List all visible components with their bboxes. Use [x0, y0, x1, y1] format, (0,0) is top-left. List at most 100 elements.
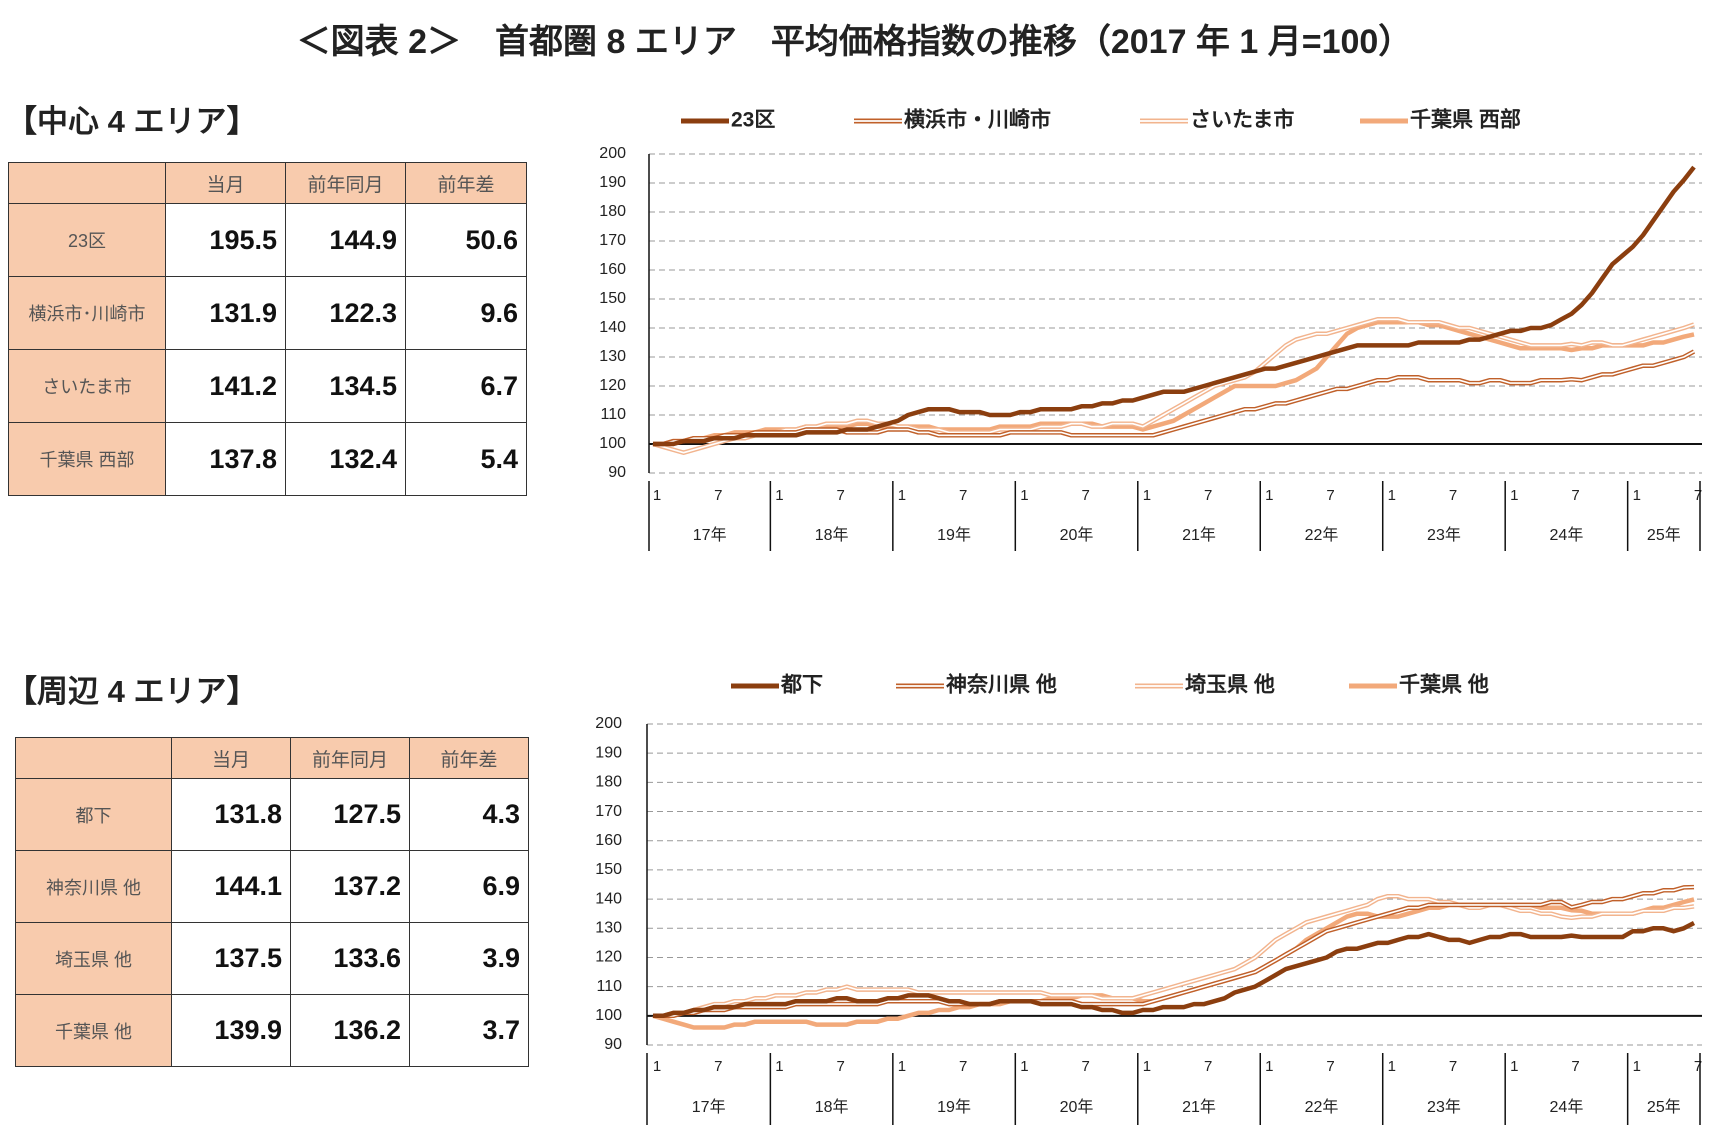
year-label: 18年: [815, 526, 849, 544]
y-tick-label: 110: [596, 978, 622, 995]
year-label: 18年: [815, 1098, 849, 1116]
x-tick-label: 1: [1633, 1058, 1641, 1075]
row-label: さいたま市: [8, 349, 166, 423]
series-line-inner: [652, 318, 1695, 454]
x-tick-label: 7: [1694, 487, 1702, 504]
data-table: 当月 前年同月 前年差 23区 195.5 144.9 50.6 横浜市･川崎市 131.9 12…: [8, 162, 527, 496]
y-tick-label: 160: [599, 261, 626, 278]
y-tick-label: 180: [599, 203, 626, 220]
y-tick-label: 90: [604, 1036, 622, 1053]
row-label: 都下: [15, 778, 172, 851]
y-tick-label: 110: [600, 406, 626, 423]
cell-value: 144.9: [285, 203, 406, 277]
table-row: 神奈川県 他 144.1 137.2 6.9: [15, 850, 529, 923]
section-heading: 【中心 4 エリア】: [6, 104, 258, 139]
header-cell: [8, 162, 166, 204]
row-label: 千葉県 西部: [8, 422, 166, 496]
x-tick-label: 7: [1081, 1058, 1089, 1075]
year-label: 24年: [1550, 1098, 1584, 1116]
x-tick-label: 1: [1143, 1058, 1151, 1075]
x-tick-label: 1: [1265, 1058, 1273, 1075]
year-label: 25年: [1647, 1098, 1681, 1116]
header-row: 当月 前年同月 前年差: [8, 162, 527, 204]
x-tick-label: 1: [1510, 1058, 1518, 1075]
x-tick-label: 7: [714, 487, 722, 504]
y-tick-label: 90: [608, 464, 626, 481]
year-label: 21年: [1182, 526, 1216, 544]
x-tick-label: 1: [1388, 1058, 1396, 1075]
year-label: 20年: [1060, 526, 1094, 544]
cell-value: 137.8: [165, 422, 286, 496]
series-line: [653, 893, 1695, 1019]
column-header: 前年差: [405, 162, 527, 204]
legend-label: 神奈川県 他: [946, 673, 1057, 697]
legend-label: さいたま市: [1190, 108, 1294, 132]
x-tick-label: 1: [1020, 487, 1028, 504]
cell-value: 6.9: [409, 850, 529, 923]
x-tick-label: 1: [898, 1058, 906, 1075]
x-tick-label: 1: [1633, 487, 1641, 504]
year-label: 19年: [937, 526, 971, 544]
cell-value: 9.6: [405, 276, 527, 350]
x-tick-label: 7: [1694, 1058, 1702, 1075]
y-tick-label: 140: [599, 319, 626, 336]
x-tick-label: 7: [714, 1058, 722, 1075]
cell-value: 131.8: [171, 778, 291, 851]
series-line: [653, 165, 1696, 447]
row-label: 神奈川県 他: [15, 850, 172, 923]
series-line-inner: [653, 886, 1695, 1017]
cell-value: 3.9: [409, 922, 529, 995]
series-line: [653, 884, 1695, 1019]
x-tick-label: 1: [653, 487, 661, 504]
y-tick-label: 150: [595, 861, 622, 878]
column-header: 当月: [171, 737, 291, 779]
table-row: 都下 131.8 127.5 4.3: [15, 778, 529, 851]
cell-value: 122.3: [285, 276, 406, 350]
y-tick-label: 130: [595, 919, 622, 936]
year-label: 23年: [1427, 1098, 1461, 1116]
year-label: 23年: [1427, 526, 1461, 544]
cell-value: 141.2: [165, 349, 286, 423]
column-header: 前年差: [409, 737, 529, 779]
cell-value: 131.9: [165, 276, 286, 350]
x-tick-label: 1: [775, 1058, 783, 1075]
row-label: 23区: [8, 203, 166, 277]
x-tick-label: 7: [1449, 1058, 1457, 1075]
x-tick-label: 7: [1326, 487, 1334, 504]
y-tick-label: 170: [595, 803, 622, 820]
cell-value: 3.7: [409, 994, 529, 1067]
y-tick-label: 140: [595, 890, 622, 907]
legend-label: 23区: [731, 109, 775, 132]
cell-value: 195.5: [165, 203, 286, 277]
cell-value: 137.2: [290, 850, 410, 923]
x-tick-label: 1: [1020, 1058, 1028, 1075]
year-label: 22年: [1305, 526, 1339, 544]
y-tick-label: 190: [595, 744, 622, 761]
cell-value: 127.5: [290, 778, 410, 851]
year-label: 22年: [1305, 1098, 1339, 1116]
legend-label: 横浜市・川崎市: [904, 108, 1051, 132]
x-tick-label: 1: [1143, 487, 1151, 504]
year-label: 17年: [693, 526, 727, 544]
legend-label: 千葉県 他: [1399, 674, 1489, 697]
legend-label: 都下: [780, 673, 823, 697]
y-tick-label: 170: [599, 232, 626, 249]
table-row: 千葉県 他 139.9 136.2 3.7: [15, 994, 529, 1067]
x-tick-label: 7: [1571, 487, 1579, 504]
row-label: 千葉県 他: [15, 994, 172, 1067]
x-tick-label: 7: [1204, 487, 1212, 504]
x-tick-label: 7: [959, 1058, 967, 1075]
legend-label: 埼玉県 他: [1185, 674, 1275, 697]
page-title: ＜図表 2＞ 首都圏 8 エリア 平均価格指数の推移（2017 年 1 月=10…: [296, 23, 1413, 61]
legend-label: 千葉県 西部: [1410, 108, 1521, 132]
y-tick-label: 190: [599, 174, 626, 191]
year-label: 25年: [1647, 526, 1681, 544]
y-tick-label: 120: [595, 949, 622, 966]
column-header: 当月: [165, 162, 286, 204]
y-tick-label: 200: [599, 145, 626, 162]
table-row: 23区 195.5 144.9 50.6: [8, 203, 527, 277]
x-tick-label: 7: [837, 1058, 845, 1075]
header-row: 当月 前年同月 前年差: [15, 737, 529, 779]
